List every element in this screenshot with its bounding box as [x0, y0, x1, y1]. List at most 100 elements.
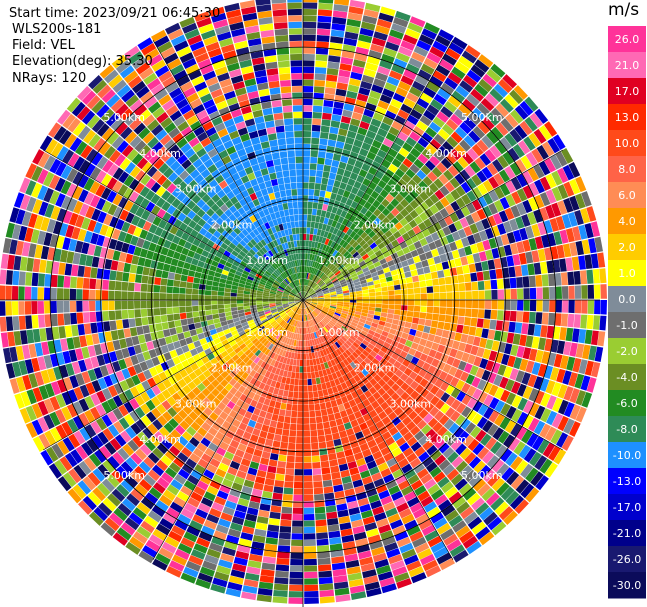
- velocity-gate: [40, 450, 54, 466]
- velocity-gate: [371, 400, 380, 410]
- velocity-gate: [378, 273, 386, 280]
- velocity-gate: [303, 34, 316, 41]
- velocity-gate: [310, 319, 315, 326]
- velocity-gate: [482, 381, 493, 394]
- velocity-gate: [312, 358, 317, 366]
- velocity-gate: [364, 210, 373, 219]
- velocity-gate: [461, 50, 477, 64]
- velocity-gate: [473, 460, 486, 474]
- velocity-gate: [161, 190, 171, 201]
- velocity-gate: [310, 312, 315, 319]
- velocity-gate: [260, 569, 275, 577]
- velocity-gate: [522, 170, 534, 185]
- velocity-gate: [466, 335, 475, 345]
- velocity-gate: [140, 415, 152, 427]
- velocity-gate: [221, 362, 230, 370]
- velocity-gate: [300, 308, 302, 315]
- velocity-gate: [486, 455, 500, 469]
- velocity-gate: [467, 112, 481, 125]
- velocity-gate: [550, 429, 563, 445]
- velocity-gate: [217, 295, 224, 300]
- velocity-gate: [387, 333, 395, 340]
- velocity-gate: [75, 445, 88, 460]
- velocity-gate: [303, 111, 313, 119]
- velocity-gate: [253, 393, 261, 402]
- velocity-gate: [390, 269, 398, 276]
- velocity-gate: [224, 374, 233, 383]
- velocity-gate: [236, 253, 244, 261]
- velocity-gate: [554, 313, 562, 326]
- velocity-gate: [332, 568, 347, 577]
- velocity-gate: [489, 397, 500, 410]
- velocity-gate: [396, 325, 405, 332]
- velocity-gate: [502, 151, 515, 165]
- velocity-gate: [186, 282, 193, 289]
- velocity-gate: [297, 314, 300, 321]
- velocity-gate: [304, 293, 309, 299]
- velocity-gate: [495, 268, 503, 279]
- velocity-gate: [295, 456, 303, 463]
- velocity-gate: [264, 478, 275, 486]
- velocity-gate: [18, 225, 28, 241]
- velocity-gate: [134, 194, 145, 206]
- velocity-gate: [179, 294, 186, 300]
- velocity-gate: [522, 185, 534, 199]
- velocity-gate: [295, 443, 303, 450]
- velocity-gate: [386, 378, 396, 388]
- velocity-gate: [313, 268, 317, 275]
- velocity-gate: [309, 290, 315, 295]
- velocity-gate: [279, 327, 285, 334]
- velocity-gate: [122, 319, 130, 329]
- velocity-gate: [245, 330, 253, 336]
- velocity-gate: [239, 315, 246, 321]
- velocity-gate: [533, 209, 543, 223]
- velocity-gate: [320, 409, 328, 416]
- velocity-gate: [132, 531, 148, 545]
- velocity-gate: [293, 501, 303, 508]
- velocity-gate: [177, 543, 193, 555]
- velocity-gate: [342, 190, 351, 198]
- velocity-gate: [435, 399, 445, 410]
- velocity-gate: [311, 294, 317, 298]
- velocity-gate: [279, 283, 286, 289]
- velocity-gate: [481, 260, 489, 271]
- velocity-gate: [311, 137, 320, 145]
- velocity-gate: [395, 10, 411, 22]
- velocity-gate: [327, 346, 333, 354]
- velocity-gate: [158, 254, 167, 263]
- velocity-gate: [140, 300, 147, 309]
- velocity-gate: [121, 347, 130, 359]
- velocity-gate: [454, 257, 462, 267]
- velocity-gate: [223, 406, 232, 415]
- velocity-gate: [504, 343, 513, 355]
- velocity-gate: [243, 294, 250, 298]
- velocity-gate: [419, 338, 427, 347]
- velocity-gate: [170, 479, 183, 491]
- velocity-gate: [142, 266, 150, 276]
- velocity-gate: [366, 587, 382, 598]
- velocity-gate: [40, 245, 50, 260]
- velocity-gate: [116, 484, 130, 498]
- velocity-gate: [175, 326, 183, 334]
- velocity-gate: [314, 308, 321, 314]
- velocity-gate: [31, 403, 43, 419]
- velocity-gate: [209, 265, 217, 272]
- velocity-gate: [274, 401, 282, 409]
- velocity-gate: [210, 212, 220, 222]
- velocity-gate: [362, 569, 377, 579]
- velocity-gate: [315, 377, 321, 385]
- velocity-gate: [331, 386, 339, 394]
- velocity-gate: [328, 338, 335, 345]
- velocity-gate: [317, 435, 326, 443]
- velocity-gate: [339, 368, 346, 376]
- velocity-gate: [360, 470, 371, 479]
- velocity-gate: [276, 421, 284, 429]
- velocity-gate: [551, 186, 563, 202]
- velocity-gate: [106, 248, 115, 260]
- velocity-gate: [133, 363, 143, 374]
- velocity-gate: [229, 386, 238, 396]
- velocity-gate: [373, 374, 382, 383]
- velocity-gate: [160, 361, 170, 371]
- velocity-gate: [250, 289, 257, 293]
